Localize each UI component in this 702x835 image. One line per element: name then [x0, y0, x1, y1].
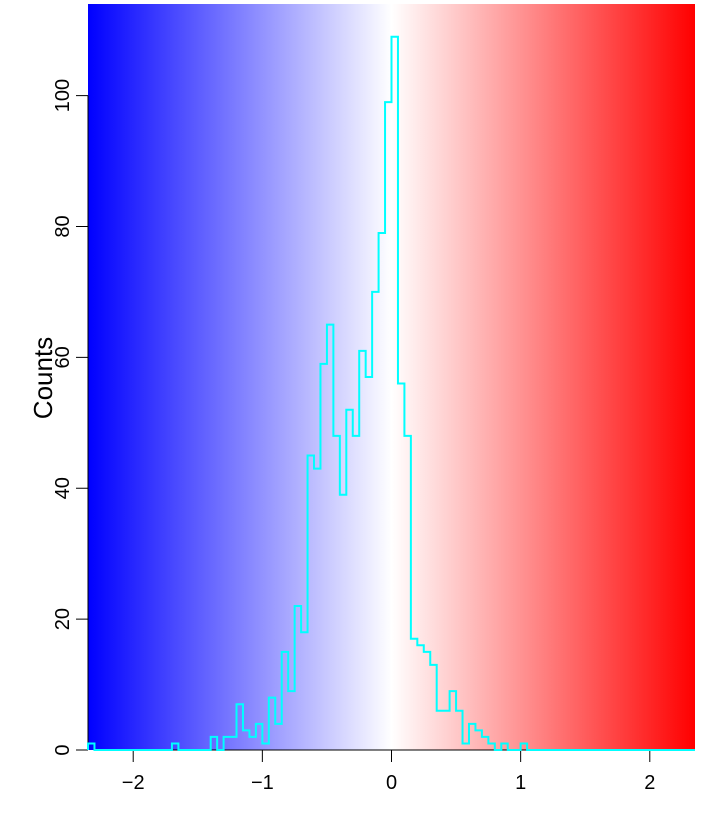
x-tick-label: 1	[515, 772, 526, 794]
x-tick-label: −2	[122, 772, 145, 794]
y-tick-label: 40	[52, 477, 74, 499]
y-tick-label: 60	[52, 346, 74, 368]
y-axis: 0 20 40 60 80 100	[52, 79, 89, 756]
y-tick-label: 100	[52, 79, 74, 112]
x-tick-label: 0	[386, 772, 397, 794]
x-axis: −2 −1 0 1 2	[122, 749, 655, 794]
y-tick-label: 0	[52, 744, 74, 755]
y-tick-label: 80	[52, 215, 74, 237]
histogram-step-line	[87, 35, 695, 751]
y-tick-label: 20	[52, 608, 74, 630]
x-tick-label: −1	[251, 772, 274, 794]
gradient-background	[88, 4, 695, 750]
x-tick-label: 2	[644, 772, 655, 794]
y-axis-title: Counts	[28, 337, 58, 419]
